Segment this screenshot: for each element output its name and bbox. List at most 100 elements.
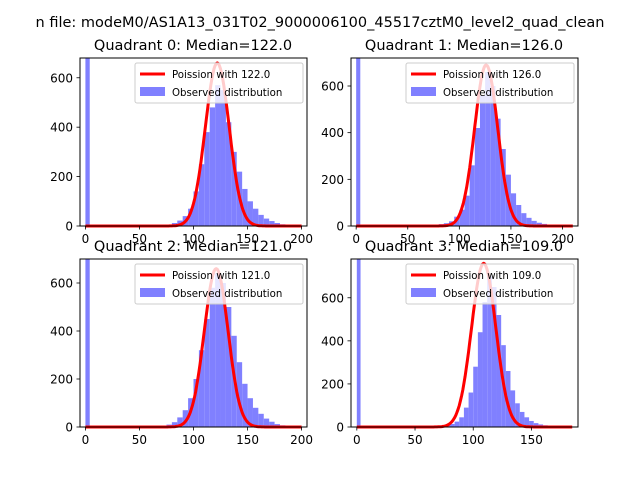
x-tick-label: 200 [551,232,574,246]
histogram-bar [258,413,264,427]
histogram-bar [463,407,469,427]
legend-box [134,263,304,305]
x-tick-label: 100 [462,433,485,447]
chart-title-2: Quadrant 2: Median=121.0 [94,239,292,255]
histogram-bar [215,85,221,226]
y-tick-label: 600 [50,71,73,85]
histogram-bar [505,371,511,427]
legend-label-observed: Observed distribution [443,289,553,300]
histogram-bar [269,221,275,226]
chart-quadrant-3: 0 50 100 150 0 200 400 600 Poission with 109.0 Ob… [321,239,579,447]
legend-label-observed: Observed distribution [172,289,282,300]
histogram-bar [220,90,226,226]
legend-label-poisson: Poission with 109.0 [443,271,541,282]
histogram-bar [252,208,259,226]
histogram-bar [252,407,259,427]
histogram-bar [177,417,183,427]
chart-title-1: Quadrant 1: Median=126.0 [365,38,563,54]
histogram-bar [479,95,486,226]
chart-title-3: Quadrant 3: Median=109.0 [365,239,563,255]
histogram-bar [449,423,455,427]
panel-3-content: 0 50 100 150 0 200 400 600 Poission with 109.0 Ob… [321,258,579,447]
y-tick-label: 600 [321,291,344,305]
y-tick-label: 0 [336,220,344,234]
y-tick-label: 0 [65,421,73,435]
histogram-bar [529,420,534,427]
histogram-bar [258,214,264,226]
histogram-bar [524,417,530,427]
histogram-bar-zero-spike [85,58,90,226]
x-tick-label: 200 [290,232,313,246]
histogram-bar-zero-spike [356,259,361,427]
y-tick-label: 200 [50,170,73,184]
histogram-bar [242,383,248,427]
chart-quadrant-1: 0 50 100 150 200 0 200 400 600 Poission with 126.… [321,38,579,246]
x-tick-label: 50 [400,232,415,246]
histogram-bar [510,193,517,226]
histogram-bar [209,107,216,226]
legend-label-observed: Observed distribution [443,88,553,99]
chart-quadrant-0: 0 50 100 150 200 0 200 400 600 Poission with 122.… [50,38,313,246]
y-tick-label: 600 [50,277,73,291]
histogram-bar [468,392,474,427]
histogram-bar [215,273,221,427]
x-tick-label: 50 [407,433,422,447]
histogram-bar [500,149,506,226]
legend-box [405,263,575,305]
histogram-bar [533,423,539,427]
panel-2-content: 0 50 100 150 200 0 200 400 600 Poission with 121.… [50,258,313,447]
histogram-bar [469,165,475,226]
histogram-bar [521,213,527,226]
histogram-bar [204,319,210,427]
histogram-bar [510,390,516,427]
histogram-bar [204,132,210,226]
histogram-bar [482,302,488,427]
legend-patch-swatch [411,288,436,297]
y-tick-label: 400 [321,126,344,140]
x-tick-label: 200 [290,433,313,447]
x-tick-label: 50 [132,232,147,246]
histogram-bar [531,220,537,226]
panel-0-content: 0 50 100 150 200 0 200 400 600 Poission with 122.… [50,57,313,246]
histogram-bar [516,205,522,226]
legend-label-observed: Observed distribution [172,88,282,99]
y-tick-label: 200 [50,373,73,387]
y-tick-label: 400 [50,121,73,135]
histogram-bar [171,422,178,427]
histogram-bar [236,362,243,427]
histogram-bar [263,418,270,427]
x-tick-label: 50 [132,433,147,447]
histogram-bar [247,398,253,427]
histogram-bar [496,315,502,427]
y-tick-label: 0 [336,421,344,435]
histogram-bar [487,276,492,427]
legend-box [405,62,575,104]
y-tick-label: 400 [321,334,344,348]
histogram-bar [536,222,542,226]
x-tick-label: 100 [182,232,205,246]
legend-box [134,62,304,104]
histogram-bar [515,403,520,427]
legend-label-poisson: Poission with 121.0 [172,271,270,282]
chart-title-0: Quadrant 0: Median=122.0 [94,38,292,54]
histogram-bar [231,151,237,226]
x-tick-label: 150 [236,433,259,447]
x-tick-label: 0 [82,232,90,246]
x-tick-label: 0 [82,433,90,447]
legend-patch-swatch [411,87,436,96]
histogram-bar-zero-spike [85,259,90,427]
histogram-bar [247,201,253,226]
y-tick-label: 200 [321,173,344,187]
axes-frame [350,258,579,428]
histogram-bar [198,350,205,427]
histogram-bar [490,86,496,226]
x-tick-label: 0 [353,433,361,447]
histogram-bar [209,287,216,427]
histogram-bar [459,209,465,226]
histogram-bar [188,208,194,226]
histogram-bar [198,164,205,226]
histogram-bar-zero-spike [356,58,361,226]
y-tick-label: 200 [321,377,344,391]
histogram-bar [193,379,199,427]
